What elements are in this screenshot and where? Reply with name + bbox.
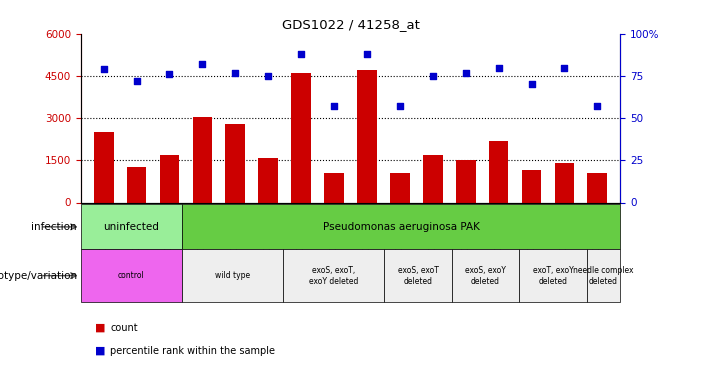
Text: exoS, exoT,
exoY deleted: exoS, exoT, exoY deleted [309,266,358,286]
Bar [522,170,541,202]
Bar [81,249,182,302]
Point [493,64,504,70]
Bar [357,70,377,202]
Point [296,51,307,57]
Bar [226,124,245,202]
Point [394,103,405,110]
Bar [456,160,475,202]
Bar [489,141,508,202]
Point [361,51,372,57]
Bar [193,117,212,202]
Text: wild type: wild type [215,271,250,280]
Bar [81,204,182,249]
Bar [291,73,311,202]
Point [230,70,241,76]
Bar [182,204,620,249]
Title: GDS1022 / 41258_at: GDS1022 / 41258_at [282,18,419,31]
Point [131,78,142,84]
Point [197,61,208,67]
Bar [283,249,384,302]
Bar [587,249,620,302]
Point [427,73,438,79]
Bar [554,163,574,202]
Text: uninfected: uninfected [103,222,159,232]
Point [559,64,570,70]
Text: exoS, exoT
deleted: exoS, exoT deleted [397,266,438,286]
Bar [127,167,147,202]
Text: needle complex
deleted: needle complex deleted [573,266,634,286]
Text: Pseudomonas aeruginosa PAK: Pseudomonas aeruginosa PAK [322,222,479,232]
Bar [587,173,607,202]
Point [164,71,175,77]
Text: count: count [110,323,137,333]
Point [460,70,471,76]
Bar [182,249,283,302]
Text: genotype/variation: genotype/variation [0,271,77,280]
Text: ■: ■ [95,323,105,333]
Point [98,66,109,72]
Text: percentile rank within the sample: percentile rank within the sample [110,346,275,355]
Point [526,81,537,87]
Bar [384,249,451,302]
Text: infection: infection [32,222,77,232]
Text: ■: ■ [95,346,105,355]
Bar [160,154,179,203]
Bar [390,173,410,202]
Text: control: control [118,271,144,280]
Bar [324,173,344,202]
Bar [94,132,114,202]
Bar [451,249,519,302]
Point [592,103,603,110]
Point [263,73,274,79]
Bar [259,158,278,203]
Text: exoS, exoY
deleted: exoS, exoY deleted [465,266,506,286]
Text: exoT, exoY
deleted: exoT, exoY deleted [533,266,573,286]
Bar [519,249,587,302]
Point [329,103,340,110]
Bar [423,154,442,203]
